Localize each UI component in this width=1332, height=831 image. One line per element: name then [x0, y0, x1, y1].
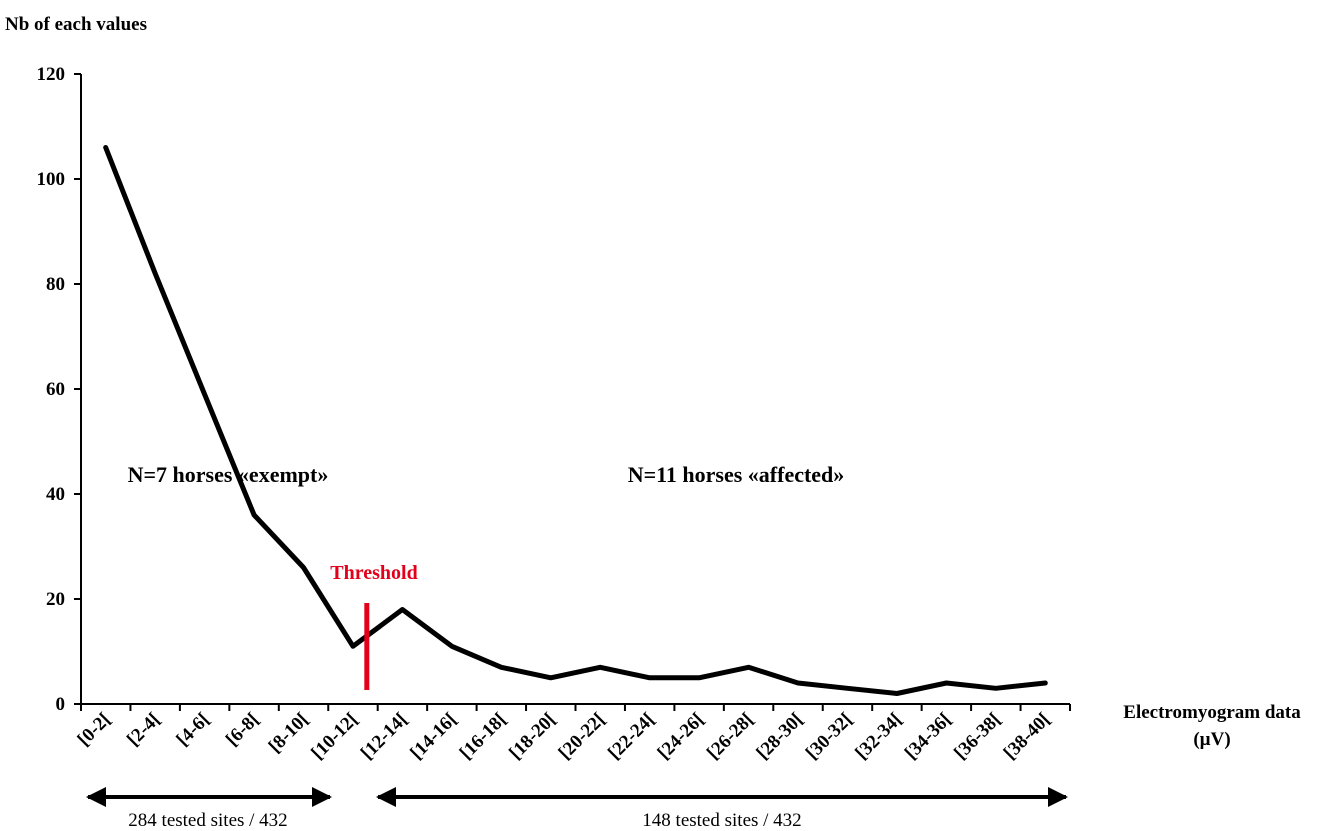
- x-tick-label: [18-20[: [505, 709, 560, 764]
- y-axis-title: Nb of each values: [5, 14, 147, 35]
- y-tick-label: 80: [46, 274, 65, 295]
- range-label-left: 284 tested sites / 432: [128, 810, 287, 831]
- x-tick-label: [10-12[: [307, 709, 362, 764]
- x-tick-label: [16-18[: [456, 709, 511, 764]
- x-tick-label: [20-22[: [555, 709, 610, 764]
- x-tick-label: [24-26[: [654, 709, 709, 764]
- x-tick-label: [34-36[: [901, 709, 956, 764]
- x-axis-unit: (µV): [1193, 729, 1230, 750]
- x-tick-label: [2-4[: [123, 709, 165, 751]
- y-tick-label: 20: [46, 589, 65, 610]
- x-tick-label: [28-30[: [752, 709, 807, 764]
- x-tick-label: [38-40[: [1000, 709, 1055, 764]
- x-tick-label: [30-32[: [802, 709, 857, 764]
- y-tick-label: 120: [37, 64, 66, 85]
- threshold-label: Threshold: [330, 562, 417, 584]
- x-tick-label: [36-38[: [950, 709, 1005, 764]
- x-axis-title: Electromyogram data: [1123, 702, 1301, 723]
- series-line: [103, 145, 1048, 696]
- x-tick-label: [4-6[: [172, 709, 214, 751]
- x-tick-label: [12-14[: [357, 709, 412, 764]
- x-tick-label: [22-24[: [604, 709, 659, 764]
- y-tick-label: 60: [46, 379, 65, 400]
- y-tick-label: 40: [46, 484, 65, 505]
- x-tick-label: [0-2[: [74, 709, 116, 751]
- x-tick-label: [8-10[: [265, 709, 313, 757]
- x-tick-label: [32-34[: [851, 709, 906, 764]
- x-tick-label: [26-28[: [703, 709, 758, 764]
- y-tick-label: 100: [37, 169, 66, 190]
- range-label-right: 148 tested sites / 432: [642, 810, 801, 831]
- x-tick-label: [6-8[: [222, 709, 264, 751]
- y-tick-label: 0: [56, 694, 66, 715]
- annotation-affected: N=11 horses «affected»: [628, 462, 845, 487]
- annotation-exempt: N=7 horses «exempt»: [128, 462, 329, 487]
- x-tick-label: [14-16[: [406, 709, 461, 764]
